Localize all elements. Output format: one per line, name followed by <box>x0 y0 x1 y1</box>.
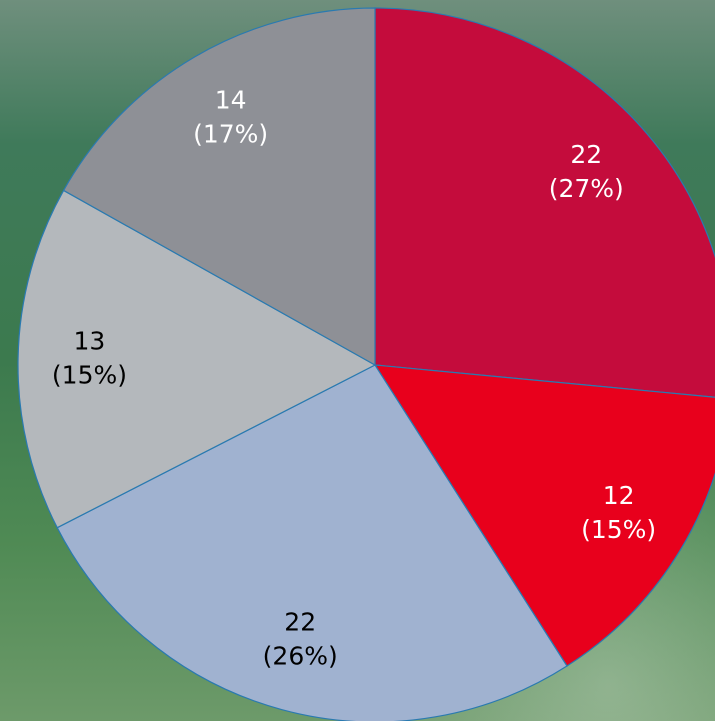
data-label: 22 <box>570 140 602 169</box>
page: 22(27%)12(15%)22(26%)13(15%)14(17%) (() … <box>0 0 715 721</box>
percent-label: (15%) <box>581 515 656 544</box>
data-label: 14 <box>215 86 247 115</box>
chart: 22 (27%) 12 (15%) 22 (26%) 13 (15%) 14 (17%) <box>0 0 715 721</box>
data-label: 12 <box>603 481 635 510</box>
pie-slice <box>375 8 715 399</box>
percent-label: (26%) <box>263 642 338 671</box>
percent-label: (17%) <box>193 120 268 149</box>
data-label: 22 <box>284 608 316 637</box>
percent-label: (15%) <box>52 361 127 390</box>
percent-label: (27%) <box>549 174 624 203</box>
data-label: 13 <box>74 327 106 356</box>
